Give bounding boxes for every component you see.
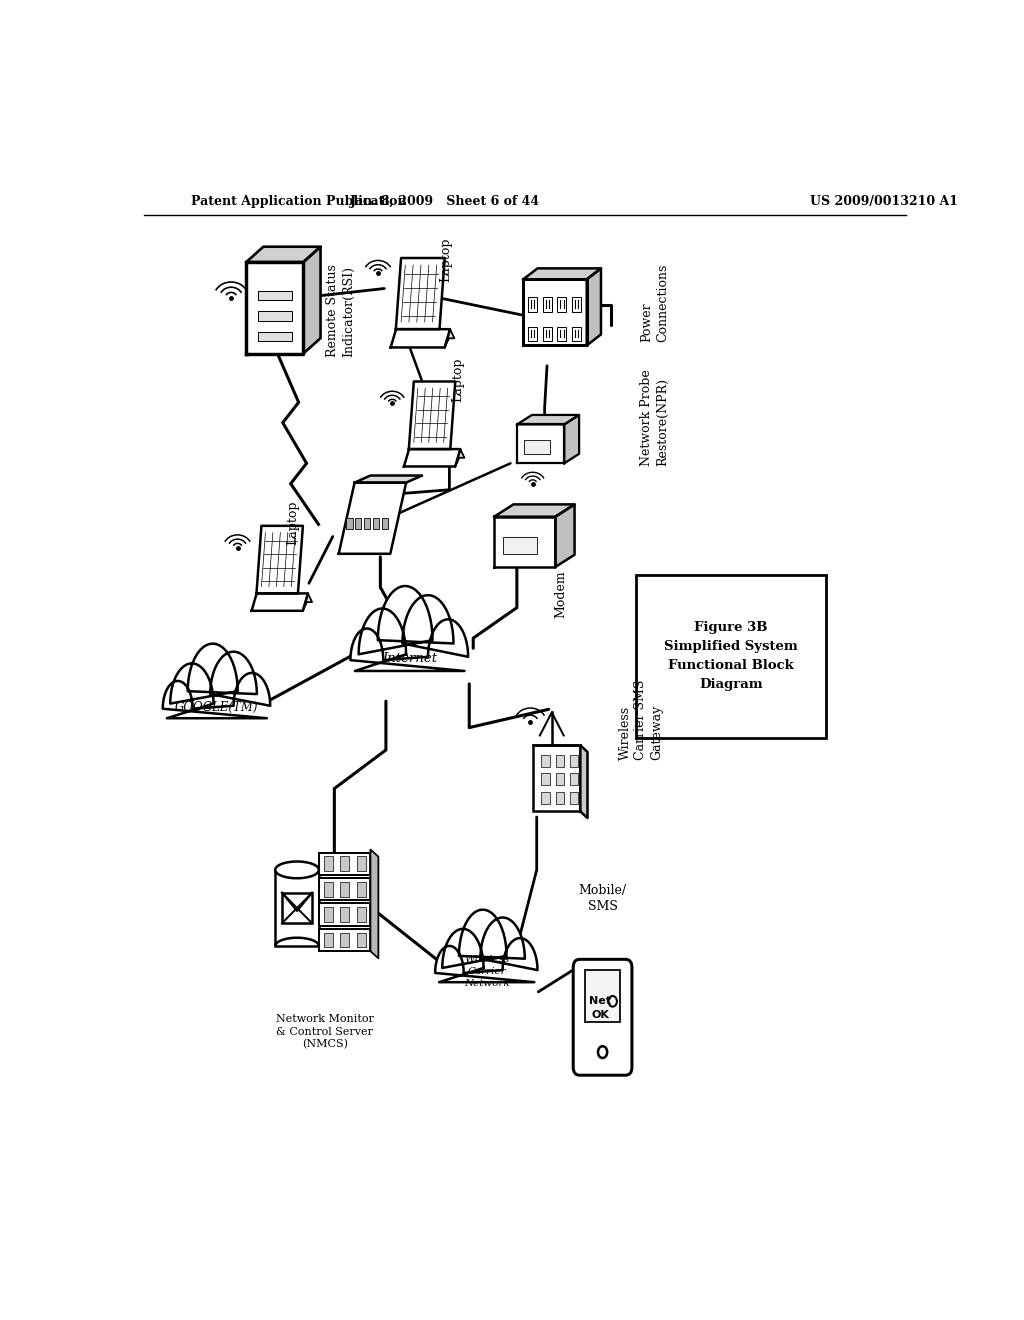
Bar	[570, 792, 579, 804]
Polygon shape	[517, 425, 564, 463]
Bar	[340, 907, 349, 921]
Bar	[572, 297, 581, 312]
Bar	[532, 746, 581, 812]
Bar	[258, 331, 292, 341]
Bar	[528, 297, 538, 312]
Polygon shape	[339, 483, 407, 554]
Polygon shape	[303, 247, 321, 354]
Text: Laptop: Laptop	[287, 500, 300, 545]
Polygon shape	[495, 504, 574, 516]
Bar	[275, 870, 318, 946]
Polygon shape	[396, 257, 444, 329]
Polygon shape	[444, 329, 455, 347]
Polygon shape	[581, 746, 588, 818]
Bar	[364, 519, 370, 529]
Polygon shape	[435, 909, 538, 982]
Polygon shape	[350, 586, 468, 671]
FancyBboxPatch shape	[573, 960, 632, 1076]
Text: Figure 3B
Simplified System
Functional Block
Diagram: Figure 3B Simplified System Functional B…	[665, 622, 798, 692]
Polygon shape	[246, 263, 303, 354]
Bar	[556, 792, 564, 804]
Bar	[542, 755, 550, 767]
Text: Net: Net	[589, 997, 611, 1006]
Polygon shape	[371, 850, 379, 958]
Polygon shape	[246, 247, 321, 263]
Text: Wireless
Carrier SMS
Gateway: Wireless Carrier SMS Gateway	[618, 680, 664, 759]
Polygon shape	[564, 414, 580, 463]
Bar	[324, 857, 333, 871]
Bar	[356, 857, 366, 871]
Text: US 2009/0013210 A1: US 2009/0013210 A1	[811, 195, 958, 209]
Polygon shape	[495, 516, 555, 568]
Polygon shape	[517, 414, 580, 425]
Bar	[340, 933, 349, 948]
Bar	[585, 970, 621, 1022]
Text: Network Probe
Restore(NPR): Network Probe Restore(NPR)	[640, 370, 669, 466]
Bar	[373, 519, 379, 529]
Bar	[570, 755, 579, 767]
Text: OK: OK	[591, 1010, 609, 1020]
Bar	[356, 882, 366, 896]
Bar	[543, 327, 552, 342]
Bar	[504, 537, 537, 554]
Bar	[258, 292, 292, 301]
Polygon shape	[409, 381, 456, 449]
Bar	[324, 907, 333, 921]
Polygon shape	[587, 268, 601, 346]
Bar	[324, 933, 333, 948]
Text: Modem: Modem	[554, 570, 567, 618]
Bar	[556, 755, 564, 767]
Bar	[340, 882, 349, 896]
Bar	[318, 929, 371, 952]
Polygon shape	[303, 594, 312, 611]
Bar	[524, 440, 550, 454]
Polygon shape	[403, 449, 461, 466]
Polygon shape	[256, 525, 303, 594]
Ellipse shape	[275, 862, 318, 878]
Text: GOOGLE(TM): GOOGLE(TM)	[175, 701, 259, 714]
Bar	[382, 519, 388, 529]
Bar	[340, 857, 349, 871]
Text: Laptop: Laptop	[439, 238, 452, 282]
Circle shape	[598, 1047, 607, 1059]
Polygon shape	[391, 329, 450, 347]
Bar	[324, 882, 333, 896]
Polygon shape	[163, 644, 270, 718]
Text: Wireless
Carrier
Network: Wireless Carrier Network	[464, 956, 510, 987]
Bar	[570, 774, 579, 785]
Text: Laptop: Laptop	[451, 358, 464, 403]
Bar	[258, 312, 292, 321]
Bar	[346, 519, 352, 529]
Polygon shape	[456, 449, 465, 466]
Text: Internet: Internet	[382, 652, 437, 665]
Text: Mobile/
SMS: Mobile/ SMS	[579, 883, 627, 912]
Bar	[355, 519, 361, 529]
Text: Patent Application Publication: Patent Application Publication	[191, 195, 407, 209]
Bar	[542, 774, 550, 785]
Bar	[318, 853, 371, 875]
Text: Power
Connections: Power Connections	[640, 264, 669, 342]
Bar	[318, 903, 371, 925]
Bar	[572, 327, 581, 342]
Polygon shape	[252, 594, 308, 611]
Bar	[636, 576, 826, 738]
Bar	[356, 933, 366, 948]
Bar	[282, 892, 312, 923]
Text: Network Monitor
& Control Server
(NMCS): Network Monitor & Control Server (NMCS)	[275, 1014, 374, 1049]
Bar	[318, 878, 371, 900]
Polygon shape	[523, 280, 587, 346]
Polygon shape	[523, 268, 601, 280]
Bar	[528, 327, 538, 342]
Bar	[556, 774, 564, 785]
Text: Remote Status
Indicator(RSI): Remote Status Indicator(RSI)	[327, 264, 355, 358]
Bar	[543, 297, 552, 312]
Polygon shape	[555, 504, 574, 568]
Circle shape	[608, 997, 616, 1007]
Bar	[542, 792, 550, 804]
Bar	[356, 907, 366, 921]
Text: Jan. 8, 2009   Sheet 6 of 44: Jan. 8, 2009 Sheet 6 of 44	[350, 195, 541, 209]
Bar	[557, 297, 566, 312]
Bar	[557, 327, 566, 342]
Polygon shape	[354, 475, 422, 483]
